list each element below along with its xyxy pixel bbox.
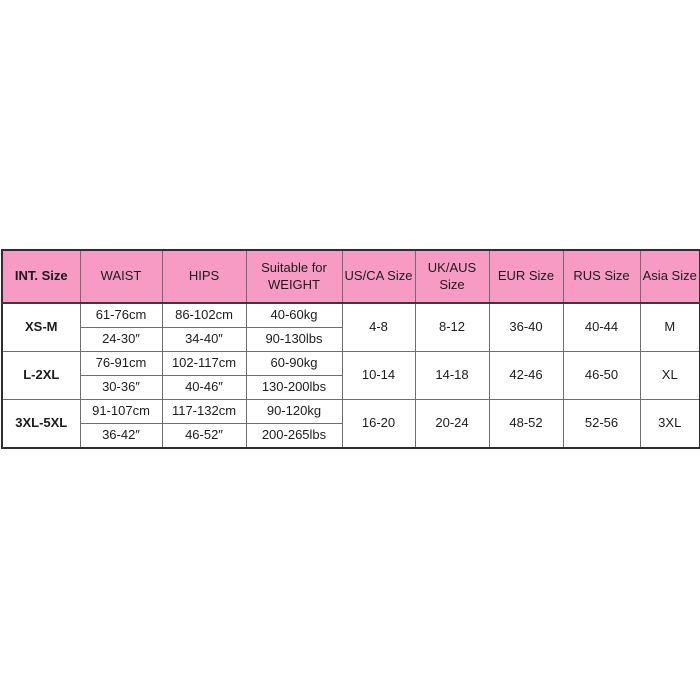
- size-row-imperial: 30-36″ 40-46″ 130-200lbs: [2, 375, 700, 400]
- waist-in-cell: 24-30″: [79, 327, 163, 352]
- waist-cm-cell: 76-91cm: [79, 351, 163, 376]
- header-waist: WAIST: [79, 249, 163, 304]
- header-int-size: INT. Size: [1, 249, 81, 304]
- header-eur: EUR Size: [488, 249, 564, 304]
- size-row-imperial: 24-30″ 34-40″ 90-130lbs: [2, 327, 700, 352]
- weight-kg-cell: 60-90kg: [245, 351, 343, 376]
- waist-in-cell: 30-36″: [79, 375, 163, 400]
- int-size-cell: XS-M: [1, 302, 81, 352]
- weight-kg-cell: 90-120kg: [245, 399, 343, 424]
- uk-aus-cell: 8-12: [414, 302, 490, 352]
- header-asia: Asia Size: [639, 249, 700, 304]
- weight-lbs-cell: 200-265lbs: [245, 423, 343, 449]
- asia-cell: M: [639, 302, 700, 352]
- header-hips: HIPS: [161, 249, 247, 304]
- int-size-cell: 3XL-5XL: [1, 399, 81, 449]
- hips-cm-cell: 117-132cm: [161, 399, 247, 424]
- header-row: INT. Size WAIST HIPS Suitable for WEIGHT…: [1, 249, 700, 304]
- size-row-metric: XS-M 61-76cm 86-102cm 40-60kg 4-8 8-12 3…: [1, 302, 700, 352]
- us-ca-cell: 10-14: [341, 351, 416, 400]
- hips-in-cell: 40-46″: [161, 375, 247, 400]
- weight-lbs-cell: 130-200lbs: [245, 375, 343, 400]
- size-row-metric: L-2XL 76-91cm 102-117cm 60-90kg 10-14 14…: [1, 351, 700, 400]
- us-ca-cell: 16-20: [341, 399, 416, 449]
- uk-aus-cell: 20-24: [414, 399, 490, 449]
- hips-in-cell: 46-52″: [161, 423, 247, 449]
- size-chart-container: INT. Size WAIST HIPS Suitable for WEIGHT…: [1, 249, 700, 449]
- header-rus: RUS Size: [562, 249, 641, 304]
- asia-cell: 3XL: [639, 399, 700, 449]
- waist-cm-cell: 61-76cm: [79, 302, 163, 328]
- weight-kg-cell: 40-60kg: [245, 302, 343, 328]
- asia-cell: XL: [639, 351, 700, 400]
- hips-in-cell: 34-40″: [161, 327, 247, 352]
- waist-in-cell: 36-42″: [79, 423, 163, 449]
- size-row-metric: 3XL-5XL 91-107cm 117-132cm 90-120kg 16-2…: [1, 399, 700, 449]
- header-us-ca: US/CA Size: [341, 249, 416, 304]
- eur-cell: 48-52: [488, 399, 564, 449]
- header-uk-aus: UK/AUS Size: [414, 249, 490, 304]
- header-weight: Suitable for WEIGHT: [245, 249, 343, 304]
- us-ca-cell: 4-8: [341, 302, 416, 352]
- eur-cell: 42-46: [488, 351, 564, 400]
- hips-cm-cell: 102-117cm: [161, 351, 247, 376]
- eur-cell: 36-40: [488, 302, 564, 352]
- rus-cell: 40-44: [562, 302, 641, 352]
- rus-cell: 52-56: [562, 399, 641, 449]
- hips-cm-cell: 86-102cm: [161, 302, 247, 328]
- uk-aus-cell: 14-18: [414, 351, 490, 400]
- waist-cm-cell: 91-107cm: [79, 399, 163, 424]
- rus-cell: 46-50: [562, 351, 641, 400]
- size-chart-table: INT. Size WAIST HIPS Suitable for WEIGHT…: [1, 249, 700, 449]
- int-size-cell: L-2XL: [1, 351, 81, 400]
- size-row-imperial: 36-42″ 46-52″ 200-265lbs: [2, 423, 700, 449]
- weight-lbs-cell: 90-130lbs: [245, 327, 343, 352]
